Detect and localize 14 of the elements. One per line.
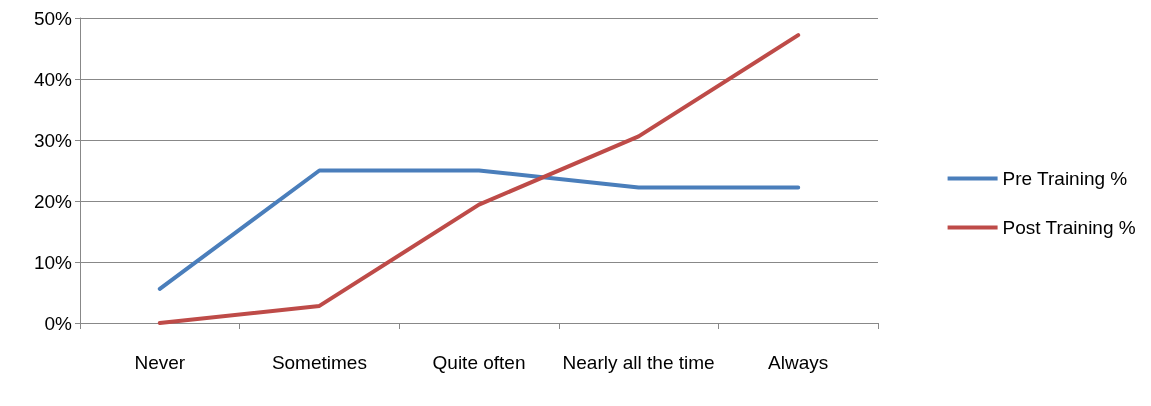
y-tick-label: 10% [33,251,73,273]
y-tick-label: 30% [33,129,73,151]
x-tick-label: Quite often [432,351,526,373]
y-tick-label: 40% [33,68,73,90]
legend-label: Pre Training % [1002,168,1128,189]
y-tick-label: 20% [33,190,73,212]
line-series [157,33,801,325]
x-tick-label: Nearly all the time [562,351,715,373]
y-tick-label: 0% [44,312,73,334]
x-tick-label: Always [768,351,829,373]
x-tick-label: Never [134,351,186,373]
y-tick-label: 50% [33,7,73,29]
x-tick-label: Sometimes [271,351,367,373]
legend-label: Post Training % [1002,217,1136,238]
